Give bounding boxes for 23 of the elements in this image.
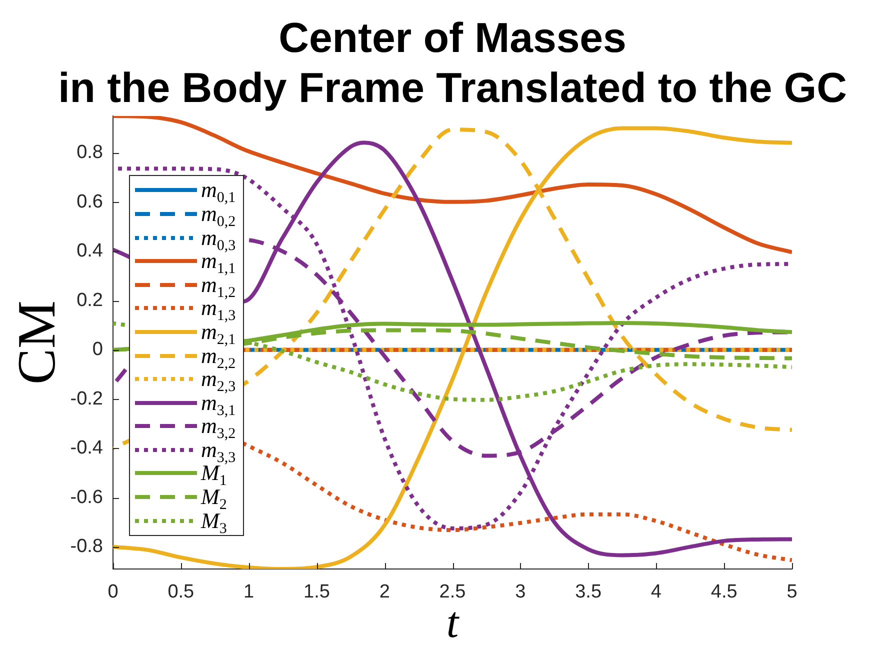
chart-title: Center of Masses in the Body Frame Translated to the GC bbox=[58, 14, 847, 111]
line-series bbox=[113, 116, 792, 254]
x-tick-label: 1 bbox=[244, 582, 254, 603]
y-tick-label: -0.6 bbox=[70, 486, 103, 508]
y-tick-label: 0.2 bbox=[76, 290, 103, 311]
x-tick-label: 0.5 bbox=[168, 582, 194, 603]
x-tick-label: 3 bbox=[515, 582, 526, 603]
x-tick-label: 0 bbox=[108, 582, 118, 603]
y-axis-title: CM bbox=[6, 300, 67, 385]
y-tick-label: 0.6 bbox=[76, 191, 103, 212]
y-tick-label: 0.8 bbox=[76, 142, 103, 164]
x-tick-label: 5 bbox=[786, 582, 798, 603]
x-tick-label: 1.5 bbox=[303, 582, 330, 603]
line-series bbox=[241, 441, 792, 562]
x-tick-label: 3.5 bbox=[575, 582, 602, 603]
y-tick-label: -0.4 bbox=[70, 438, 104, 459]
x-tick-label: 4 bbox=[650, 582, 662, 603]
y-tick-label: -0.2 bbox=[70, 388, 103, 410]
y-tick-label: 0.4 bbox=[76, 240, 104, 262]
y-tick-label: 0 bbox=[92, 339, 103, 360]
y-tick-label: -0.8 bbox=[70, 536, 103, 558]
x-tick-label: 4.5 bbox=[710, 582, 738, 603]
x-tick-label: 2 bbox=[379, 582, 390, 603]
